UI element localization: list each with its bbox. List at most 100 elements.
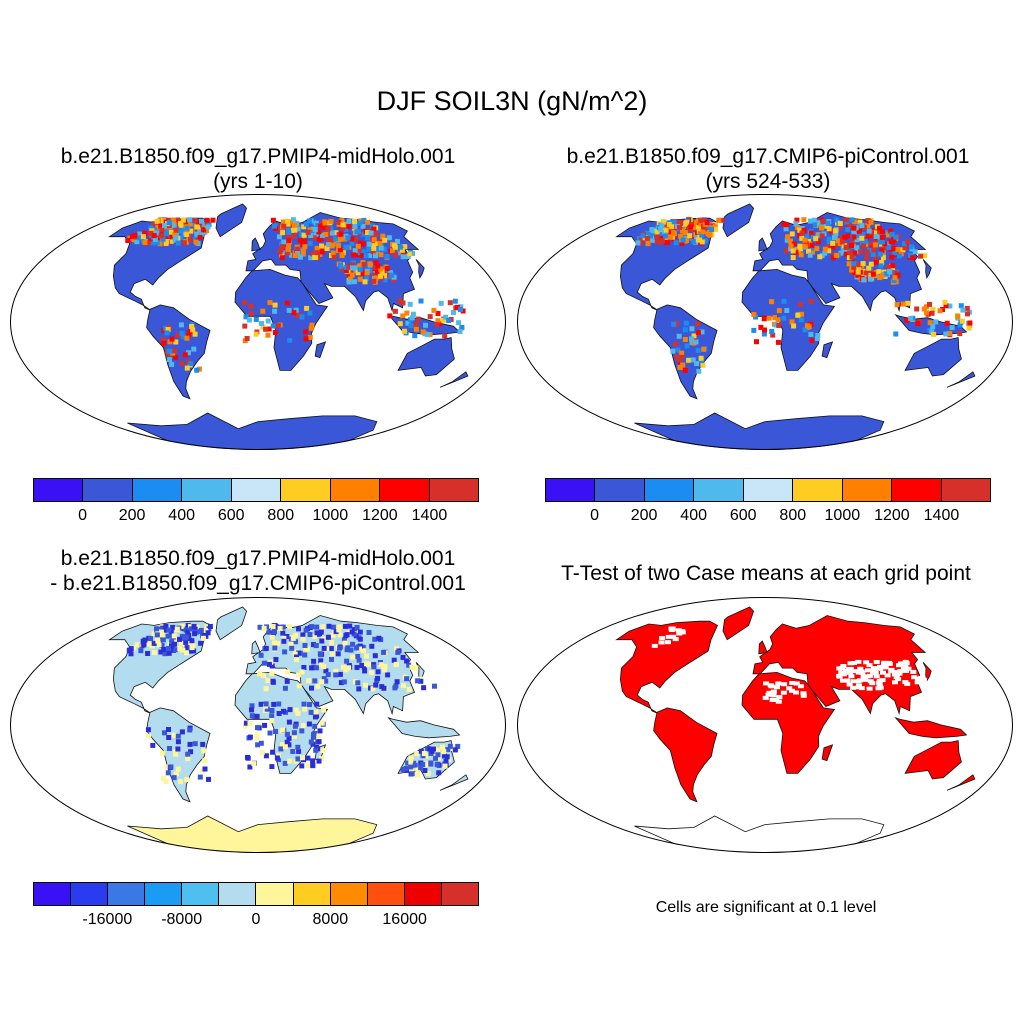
- grid-cell: [698, 218, 704, 224]
- insignificant-cell: [838, 670, 845, 675]
- insignificant-cell: [675, 628, 682, 633]
- grid-cell: [333, 230, 339, 236]
- grid-cell: [846, 255, 852, 261]
- grid-cell: [354, 625, 360, 630]
- grid-cell: [957, 331, 963, 337]
- grid-cell: [175, 733, 181, 739]
- panel-title-line1: b.e21.B1850.f09_g17.PMIP4-midHolo.001: [60, 145, 456, 168]
- grid-cell: [855, 272, 861, 278]
- grid-cell: [173, 751, 179, 757]
- grid-cell: [371, 237, 377, 243]
- grid-cell: [689, 336, 694, 342]
- grid-cell: [943, 331, 949, 337]
- grid-cell: [874, 237, 880, 243]
- grid-cell: [160, 236, 166, 242]
- grid-cell: [809, 242, 815, 248]
- grid-cell: [363, 253, 369, 259]
- grid-cell: [458, 304, 464, 310]
- grid-cell: [352, 265, 358, 271]
- grid-cell: [376, 635, 382, 641]
- colorbar-tick-label: 600: [729, 507, 757, 524]
- grid-cell: [266, 629, 272, 635]
- colorbar-picontrol-ticks: 0 200 400 600 800 1000 1200 1400: [545, 507, 991, 527]
- grid-cell: [408, 764, 414, 770]
- panel-title-picontrol: b.e21.B1850.f09_g17.CMIP6-piControl.001 …: [518, 144, 1018, 194]
- grid-cell: [284, 634, 290, 639]
- land-newzealand: [946, 371, 976, 388]
- grid-cell: [336, 627, 342, 633]
- grid-cell: [382, 237, 388, 243]
- grid-cell: [802, 243, 808, 249]
- grid-cell: [154, 240, 160, 246]
- grid-cell: [883, 229, 889, 235]
- land-newzealand: [439, 774, 469, 791]
- grid-cell: [347, 276, 353, 282]
- grid-cell: [315, 250, 321, 256]
- grid-cell: [693, 339, 699, 345]
- insignificant-cell: [905, 666, 912, 671]
- grid-cell: [351, 279, 357, 285]
- grid-cell: [887, 268, 892, 274]
- grid-cell: [340, 250, 346, 256]
- grid-cell: [851, 219, 857, 225]
- grid-cell: [669, 224, 675, 230]
- grid-cell: [305, 229, 311, 235]
- grid-cell: [443, 314, 449, 320]
- grid-cell: [243, 720, 249, 726]
- grid-cell: [345, 235, 351, 241]
- grid-cell: [414, 751, 420, 756]
- grid-cell: [155, 224, 161, 230]
- grid-cell: [671, 219, 677, 225]
- grid-cell: [826, 248, 832, 254]
- grid-cell: [673, 240, 679, 246]
- grid-cell: [289, 227, 294, 233]
- grid-cell: [914, 306, 920, 312]
- grid-cell: [838, 250, 844, 256]
- grid-cell: [189, 324, 195, 329]
- land-greenland: [215, 606, 248, 641]
- grid-cell: [686, 357, 692, 363]
- grid-cell: [192, 631, 198, 637]
- grid-cell: [181, 240, 187, 246]
- grid-cell: [695, 347, 701, 353]
- insignificant-cell: [659, 636, 666, 641]
- grid-cell: [649, 237, 655, 243]
- grid-cell: [373, 253, 378, 259]
- grid-cell: [163, 779, 169, 785]
- insignificant-cell: [863, 660, 870, 665]
- grid-cell: [691, 333, 697, 339]
- colorbar-tick-label: 200: [118, 507, 146, 524]
- grid-cell: [406, 662, 412, 668]
- grid-cell: [280, 219, 286, 225]
- grid-cell: [125, 238, 131, 243]
- colorbar-tick-label: 800: [779, 507, 807, 524]
- grid-cell: [776, 323, 782, 328]
- grid-cell: [326, 623, 332, 629]
- grid-cell: [716, 217, 722, 223]
- grid-cell: [967, 320, 973, 326]
- grid-cell: [179, 624, 185, 630]
- grid-cell: [346, 224, 352, 229]
- insignificant-cell: [769, 698, 776, 702]
- colorbar-swatch: [182, 883, 220, 905]
- grid-cell: [342, 640, 348, 646]
- grid-cell: [165, 770, 171, 776]
- grid-cell: [285, 741, 291, 747]
- grid-cell: [381, 246, 387, 252]
- grid-cell: [173, 235, 179, 241]
- grid-cell: [825, 244, 831, 250]
- insignificant-cell: [871, 667, 878, 672]
- grid-cell: [258, 701, 264, 707]
- grid-cell: [870, 252, 876, 257]
- insignificant-cell: [789, 688, 795, 693]
- grid-cell: [307, 218, 312, 224]
- land-madagascar: [821, 341, 834, 359]
- grid-cell: [364, 653, 369, 659]
- grid-cell: [166, 357, 172, 363]
- grid-cell: [147, 236, 153, 242]
- colorbar-swatch: [743, 479, 794, 501]
- grid-cell: [312, 723, 318, 729]
- grid-cell: [758, 324, 764, 330]
- land-antarctica: [127, 412, 378, 450]
- grid-cell: [185, 756, 191, 762]
